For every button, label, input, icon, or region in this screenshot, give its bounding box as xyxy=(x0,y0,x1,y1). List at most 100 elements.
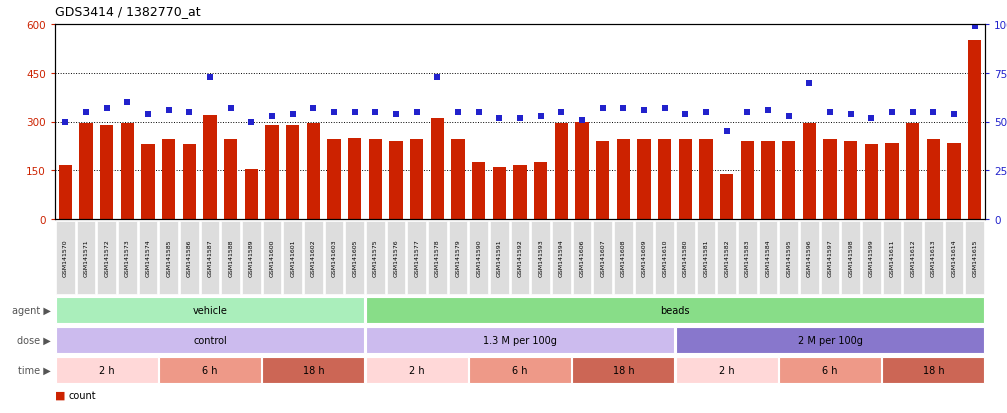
Text: GSM141589: GSM141589 xyxy=(249,239,254,277)
Point xyxy=(863,115,879,121)
Bar xyxy=(141,145,155,219)
Text: GSM141598: GSM141598 xyxy=(848,239,853,277)
Text: 18 h: 18 h xyxy=(612,365,634,375)
Point xyxy=(780,113,797,120)
Point xyxy=(925,109,942,116)
Point xyxy=(181,109,197,116)
Text: GSM141573: GSM141573 xyxy=(125,239,130,277)
Text: GSM141611: GSM141611 xyxy=(889,239,894,277)
Point xyxy=(244,119,260,126)
Bar xyxy=(885,143,898,219)
Bar xyxy=(761,142,774,219)
Text: GSM141585: GSM141585 xyxy=(166,239,171,277)
Point xyxy=(657,105,673,112)
Text: GSM141578: GSM141578 xyxy=(435,239,440,277)
Bar xyxy=(245,169,258,219)
Point xyxy=(822,109,838,116)
Text: GSM141612: GSM141612 xyxy=(910,239,915,277)
Bar xyxy=(926,140,941,219)
Point xyxy=(802,80,818,87)
Text: GSM141579: GSM141579 xyxy=(455,239,460,277)
Point xyxy=(264,113,280,120)
Text: 2 M per 100g: 2 M per 100g xyxy=(798,335,862,345)
Text: GSM141576: GSM141576 xyxy=(394,239,399,277)
Point xyxy=(594,105,610,112)
Bar xyxy=(782,142,796,219)
Text: GSM141609: GSM141609 xyxy=(641,239,646,277)
Text: GSM141605: GSM141605 xyxy=(352,239,357,277)
Point xyxy=(615,105,631,112)
Text: GSM141614: GSM141614 xyxy=(952,239,957,277)
Bar xyxy=(616,140,630,219)
Point xyxy=(285,111,301,118)
Bar xyxy=(121,124,134,219)
Point xyxy=(719,128,735,135)
Point xyxy=(140,111,156,118)
Text: GSM141580: GSM141580 xyxy=(683,239,688,277)
Bar xyxy=(534,163,548,219)
Text: GSM141600: GSM141600 xyxy=(270,239,275,277)
Text: 18 h: 18 h xyxy=(922,365,945,375)
Text: 2 h: 2 h xyxy=(99,365,115,375)
Bar xyxy=(658,140,672,219)
Bar xyxy=(720,174,733,219)
Text: ■: ■ xyxy=(55,390,65,400)
Text: GSM141587: GSM141587 xyxy=(207,239,212,277)
Bar xyxy=(369,140,382,219)
Text: GSM141591: GSM141591 xyxy=(496,239,501,277)
Text: GSM141583: GSM141583 xyxy=(745,239,750,277)
Text: GDS3414 / 1382770_at: GDS3414 / 1382770_at xyxy=(55,5,200,18)
Bar xyxy=(740,142,754,219)
Text: GSM141593: GSM141593 xyxy=(538,239,543,277)
Text: GSM141590: GSM141590 xyxy=(476,239,481,277)
Bar xyxy=(182,145,196,219)
Text: GSM141602: GSM141602 xyxy=(311,239,316,277)
Text: GSM141606: GSM141606 xyxy=(579,239,584,277)
Text: GSM141574: GSM141574 xyxy=(145,239,150,277)
Bar xyxy=(803,124,816,219)
Bar xyxy=(327,140,340,219)
Point xyxy=(119,100,135,106)
Point xyxy=(409,109,425,116)
Bar xyxy=(451,140,464,219)
Point xyxy=(491,115,508,121)
Bar xyxy=(265,126,279,219)
Text: GSM141586: GSM141586 xyxy=(187,239,191,277)
Point xyxy=(904,109,920,116)
Text: GSM141570: GSM141570 xyxy=(62,239,67,277)
Text: beads: beads xyxy=(661,305,690,315)
Text: GSM141603: GSM141603 xyxy=(331,239,336,277)
Text: GSM141572: GSM141572 xyxy=(104,239,109,277)
Point xyxy=(368,109,384,116)
Bar xyxy=(100,126,114,219)
Point xyxy=(533,113,549,120)
Text: GSM141597: GSM141597 xyxy=(828,239,833,277)
Text: GSM141588: GSM141588 xyxy=(229,239,234,277)
Point xyxy=(326,109,342,116)
Bar xyxy=(162,140,175,219)
Bar xyxy=(348,138,362,219)
Text: GSM141584: GSM141584 xyxy=(765,239,770,277)
Point xyxy=(946,111,962,118)
Point xyxy=(843,111,859,118)
Point xyxy=(512,115,528,121)
Point xyxy=(202,74,219,81)
Bar xyxy=(637,140,651,219)
Text: 2 h: 2 h xyxy=(409,365,425,375)
Bar xyxy=(390,142,403,219)
Bar xyxy=(699,140,713,219)
Text: control: control xyxy=(193,335,227,345)
Point xyxy=(57,119,74,126)
Text: 1.3 M per 100g: 1.3 M per 100g xyxy=(483,335,557,345)
Text: count: count xyxy=(68,390,96,400)
Point xyxy=(884,109,900,116)
Text: GSM141595: GSM141595 xyxy=(786,239,792,277)
Bar xyxy=(679,140,692,219)
Bar xyxy=(203,116,217,219)
Point xyxy=(99,105,115,112)
Text: GSM141596: GSM141596 xyxy=(807,239,812,277)
Text: GSM141582: GSM141582 xyxy=(724,239,729,277)
Bar xyxy=(865,145,878,219)
Point xyxy=(78,109,94,116)
Point xyxy=(223,105,239,112)
